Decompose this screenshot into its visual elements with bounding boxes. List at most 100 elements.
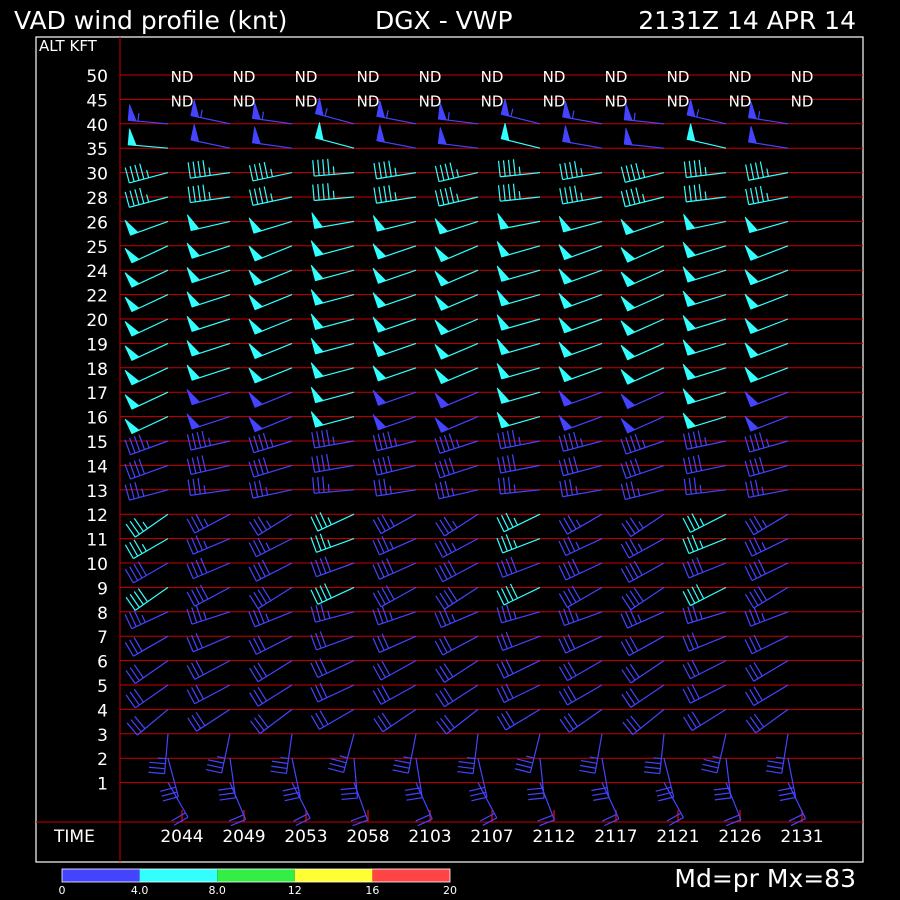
wind-barb [744, 342, 789, 359]
barb-flag [187, 162, 191, 179]
barb-flag [322, 159, 325, 176]
barb-pennant [186, 413, 201, 430]
barb-half-flag [327, 539, 332, 548]
wind-barb [434, 538, 479, 558]
barb-flag [635, 162, 641, 179]
wind-barb [248, 391, 293, 408]
barb-flag [130, 719, 142, 733]
wind-barb [248, 432, 293, 454]
barb-flag [537, 814, 553, 822]
barb-flag [568, 457, 574, 474]
barb-flag [388, 185, 392, 202]
wind-barb [372, 558, 417, 580]
barb-flag [502, 456, 507, 473]
barb-half-flag [699, 540, 704, 549]
altitude-label: 20 [86, 311, 108, 331]
barb-staff [753, 513, 789, 536]
barb-flag [625, 461, 632, 477]
barb-flag [129, 166, 135, 182]
barb-flag [687, 515, 696, 531]
barb-staff [442, 538, 479, 558]
barb-flag [558, 460, 564, 476]
barb-half-flag [203, 540, 208, 549]
barb-flag [502, 431, 507, 448]
barb-half-flag [637, 614, 642, 623]
barb-flag [257, 687, 268, 702]
wind-barb [124, 245, 169, 264]
barb-staff [440, 611, 479, 628]
barb-half-flag [641, 439, 646, 448]
barb-flag [257, 607, 265, 624]
barb-flag [745, 164, 750, 181]
barb-flag [496, 590, 505, 606]
barb-flag [558, 540, 567, 556]
barb-staff [751, 562, 789, 582]
barb-flag [310, 662, 319, 678]
barb-flag [629, 590, 640, 605]
wind-barb [496, 338, 541, 356]
barb-half-flag [704, 437, 708, 446]
wind-barb [436, 708, 479, 735]
barb-staff [190, 464, 231, 475]
wind-barb [724, 782, 742, 827]
wind-barb [190, 124, 231, 149]
station-label: DGX - VWP [375, 6, 513, 35]
barb-flag [682, 608, 689, 624]
barb-flag [439, 460, 446, 477]
barb-flag [372, 519, 382, 534]
barb-flag [415, 814, 431, 822]
barb-staff [129, 489, 169, 501]
altitude-label: 24 [86, 262, 108, 282]
barb-flag [439, 481, 445, 498]
barb-pennant [496, 314, 510, 331]
barb-staff [787, 782, 807, 819]
no-data-label: ND [481, 92, 504, 110]
y-axis-title: ALT KFT [39, 37, 98, 55]
barb-staff [380, 660, 417, 681]
barb-staff [167, 782, 189, 818]
barb-flag [293, 813, 309, 822]
frame-border [35, 36, 864, 863]
barb-flag [310, 516, 319, 532]
barb-flag [381, 560, 390, 576]
wind-barb [496, 387, 541, 404]
barb-half-flag [203, 485, 206, 494]
barb-flag [315, 605, 321, 622]
barb-pennant [372, 316, 387, 333]
barb-pennant [376, 124, 386, 143]
barb-flag [440, 717, 451, 732]
barb-flag [496, 562, 504, 578]
barb-flag [569, 479, 574, 496]
barb-flag [691, 534, 699, 551]
barb-half-flag [761, 486, 765, 495]
barb-pennant [124, 394, 140, 410]
wind-barb [248, 162, 293, 182]
barb-flag [327, 183, 330, 200]
barb-flag [448, 457, 455, 474]
wind-barb [559, 479, 603, 498]
wind-barb [497, 183, 541, 202]
barb-flag [312, 184, 315, 201]
barb-flag [496, 607, 503, 623]
wind-barb [372, 341, 417, 357]
barb-flag [377, 687, 386, 703]
barb-flag [644, 766, 661, 770]
barb-flag [439, 690, 450, 705]
wind-barb [745, 708, 789, 734]
barb-pennant [124, 418, 140, 435]
barb-flag [749, 435, 755, 451]
barb-flag [750, 187, 755, 204]
barb-flag [687, 686, 696, 702]
barb-flag [134, 716, 146, 730]
time-label: 2112 [532, 827, 575, 847]
barb-flag [261, 559, 271, 575]
barb-flag [563, 458, 569, 475]
wind-barb [683, 184, 727, 203]
barb-pennant [558, 390, 573, 407]
barb-staff [163, 733, 169, 774]
barb-flag [505, 659, 514, 675]
barb-pennant [500, 98, 510, 117]
wind-barb [186, 455, 231, 475]
barb-pennant [620, 393, 636, 409]
barb-flag [257, 662, 268, 677]
